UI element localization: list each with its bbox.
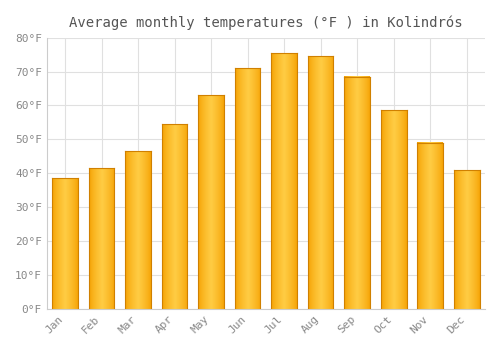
Title: Average monthly temperatures (°F ) in Kolindrós: Average monthly temperatures (°F ) in Ko… bbox=[69, 15, 462, 29]
